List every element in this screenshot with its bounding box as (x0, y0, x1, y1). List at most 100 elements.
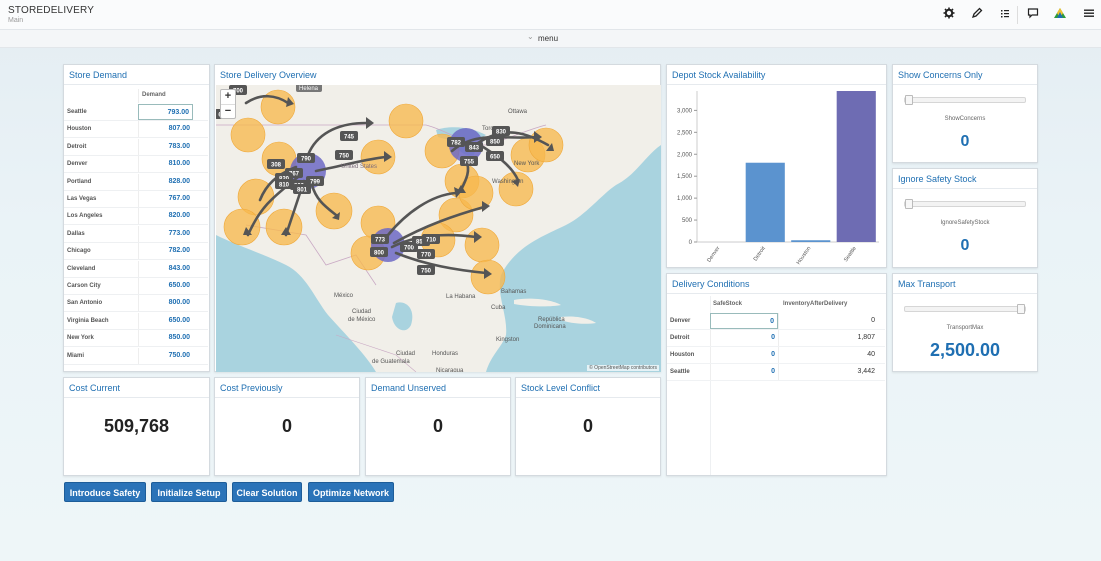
store-marker (260, 89, 296, 125)
flow-label: 810 (279, 183, 290, 189)
flow-label-box (465, 142, 483, 152)
panel-title: Store Demand (69, 70, 128, 80)
inventory-value: 1,807 (778, 330, 877, 346)
store-demand-panel: Store Demand Demand Seattle 793.00 Houston… (63, 64, 210, 372)
max-transport-slider[interactable] (904, 304, 1026, 314)
store-name: Las Vegas (67, 196, 97, 202)
demand-value[interactable]: 820.00 (138, 208, 193, 225)
flow-label-box (306, 176, 324, 186)
demand-value[interactable]: 750.00 (138, 347, 193, 364)
demand-value[interactable]: 650.00 (138, 312, 193, 329)
delivery-map[interactable]: Ottawa Toron United States Washington Ne… (216, 85, 661, 372)
logo-icon[interactable] (1052, 7, 1068, 23)
inventory-value: 0 (778, 313, 877, 329)
table-row: Seattle 0 3,442 (667, 364, 885, 381)
demand-value[interactable]: 650.00 (138, 278, 193, 294)
demand-value[interactable]: 828.00 (138, 173, 193, 190)
safestock-value[interactable]: 0 (710, 313, 778, 329)
table-row: Seattle 793.00 (64, 104, 208, 121)
bar-seattle[interactable] (836, 91, 876, 242)
arrow-heads (243, 97, 554, 279)
bar-houston[interactable] (791, 240, 831, 242)
optimize-network-button[interactable]: Optimize Network (308, 482, 394, 502)
flow-label: 767 (289, 172, 300, 178)
store-name: Miami (67, 352, 85, 359)
flow-label: 700 (404, 246, 415, 252)
place-label-honduras: Honduras (432, 351, 458, 357)
bar-detroit[interactable] (745, 162, 785, 242)
demand-value[interactable]: 843.00 (138, 260, 193, 277)
menu-bar[interactable]: ⌄ menu (0, 30, 1101, 48)
slider-thumb[interactable] (905, 199, 913, 209)
chat-icon[interactable] (1025, 7, 1041, 23)
top-bar: STOREDELIVERY Main (0, 0, 1101, 30)
flow-label-box (417, 249, 435, 259)
clear-solution-button[interactable]: Clear Solution (232, 482, 302, 502)
initialize-setup-button[interactable]: Initialize Setup (151, 482, 227, 502)
panel-title: Depot Stock Availability (672, 70, 766, 80)
kpi-value: 509,768 (103, 416, 170, 436)
table-row: New York 850.00 (64, 330, 208, 348)
flow-label: 700 (233, 89, 244, 95)
hispaniola-land (561, 316, 596, 324)
demand-value[interactable]: 767.00 (138, 191, 193, 207)
demand-value[interactable]: 807.00 (138, 121, 193, 138)
place-label-ottawa: Ottawa (508, 109, 528, 115)
table-row: Detroit 0 1,807 (667, 330, 885, 347)
flow-label: 750 (421, 269, 432, 275)
app-subtitle: Main (8, 17, 24, 24)
zoom-out-button[interactable]: − (221, 104, 235, 118)
store-name: Detroit (67, 143, 87, 150)
ignore-safety-slider[interactable] (904, 199, 1026, 209)
panel-title: Stock Level Conflict (521, 383, 601, 393)
hamburger-icon[interactable] (1081, 7, 1097, 23)
demand-value[interactable]: 850.00 (138, 330, 193, 347)
demand-value[interactable]: 793.00 (138, 104, 193, 120)
introduce-safety-button[interactable]: Introduce Safety (64, 482, 146, 502)
slider-thumb[interactable] (1017, 304, 1025, 314)
store-name: Dallas (67, 230, 85, 237)
demand-value[interactable]: 773.00 (138, 225, 193, 242)
demand-value[interactable]: 783.00 (138, 138, 193, 155)
map-canvas[interactable]: Ottawa Toron United States Washington Ne… (216, 85, 661, 372)
flow-label-box (486, 136, 504, 146)
column-header-inventory: InventoryAfterDelivery (783, 301, 848, 307)
app-title: STOREDELIVERY (8, 5, 95, 16)
flow-label-box (340, 131, 358, 141)
menu-label[interactable]: menu (538, 34, 559, 43)
depot-name: Seattle (670, 369, 690, 375)
ignore-safety-panel: Ignore Safety Stock IgnoreSafetyStock 0 (892, 168, 1038, 268)
demand-value[interactable]: 782.00 (138, 243, 193, 260)
zoom-in-button[interactable]: + (224, 90, 232, 102)
list-icon[interactable] (997, 7, 1013, 23)
store-name: Los Angeles (67, 213, 103, 220)
demand-value[interactable]: 800.00 (138, 295, 193, 312)
show-concerns-slider[interactable] (904, 95, 1026, 105)
safestock-value[interactable]: 0 (710, 364, 778, 380)
flow-label-box (492, 126, 510, 136)
flow-label: 850 (490, 140, 501, 146)
pencil-icon[interactable] (969, 7, 985, 23)
safestock-value[interactable]: 0 (710, 330, 778, 346)
y-tick-label: 3,000 (677, 108, 693, 114)
kpi-demand-unserved: Demand Unserved 0 (365, 377, 511, 476)
store-name: Houston (67, 126, 92, 133)
place-label-toronto: Toron (482, 126, 497, 132)
table-row: Cleveland 843.00 (64, 260, 208, 278)
demand-value[interactable]: 810.00 (138, 156, 193, 173)
map-attribution[interactable]: © OpenStreetMap contributors (587, 365, 659, 371)
flow-label: 843 (469, 146, 480, 152)
store-name: Cleveland (67, 265, 96, 272)
slider-thumb[interactable] (905, 95, 913, 105)
safestock-value[interactable]: 0 (710, 347, 778, 363)
flow-labels: 7007457507907673088208108008017997828438… (216, 85, 510, 275)
store-name: Denver (67, 161, 88, 168)
table-row: Las Vegas 767.00 (64, 191, 208, 208)
table-row: Carson City 650.00 (64, 278, 208, 295)
panel-title: Max Transport (898, 279, 956, 289)
y-tick-label: 0 (689, 240, 693, 246)
depot-name: Detroit (670, 335, 690, 341)
flow-label-box (370, 247, 388, 257)
zoom-control[interactable]: + − (220, 89, 236, 119)
gear-icon[interactable] (941, 7, 957, 23)
